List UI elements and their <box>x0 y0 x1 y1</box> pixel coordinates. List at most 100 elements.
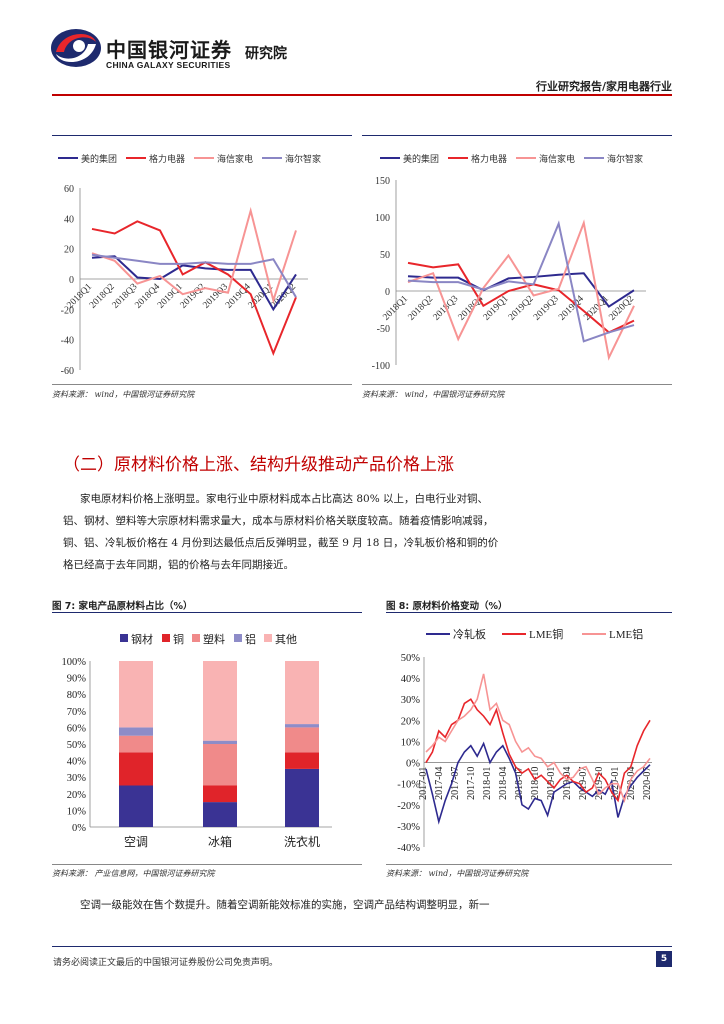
footer-rule <box>52 946 672 947</box>
x-tick-label: 2018-04 <box>498 767 509 800</box>
bar-segment <box>285 768 319 827</box>
paragraph-2: 空调一级能效在售个数提升。随着空调新能效标准的实施，空调产品结构调整明显，新一 <box>80 899 490 911</box>
y-tick-label: 10% <box>401 737 421 748</box>
bar-segment <box>119 661 153 728</box>
legend-label: 钢材 <box>131 632 153 646</box>
series-line-3 <box>407 220 635 343</box>
page-number: 5 <box>656 951 672 967</box>
legend-swatch <box>234 634 242 642</box>
y-tick-label: -100 <box>372 361 390 372</box>
legend-swatch <box>120 634 128 642</box>
bar-segment <box>203 802 237 827</box>
legend-swatch <box>264 634 272 642</box>
legend-swatch <box>162 634 170 642</box>
y-tick-label: 20 <box>64 245 74 256</box>
series-line-2 <box>425 673 651 804</box>
figure-7-rule <box>52 864 362 865</box>
bar-segment <box>203 785 237 803</box>
bar-segment <box>119 752 153 786</box>
bar-segment <box>119 785 153 827</box>
y-tick-label: 100% <box>62 657 87 668</box>
series-line-0 <box>425 741 651 825</box>
section-title: （二）原材料价格上涨、结构升级推动产品价格上涨 <box>63 455 454 475</box>
x-tick-label: 2018Q2 <box>407 294 436 323</box>
legend-label: 格力电器 <box>149 153 185 164</box>
y-tick-label: 90% <box>67 674 87 685</box>
legend-label: 塑料 <box>203 632 225 646</box>
logo-text-cn: 中国银河证券 <box>106 38 232 62</box>
legend-label: LME铜 <box>529 627 563 641</box>
galaxy-logo-icon <box>51 29 101 67</box>
source-note-2: 资料来源： wind，中国银河证券研究院 <box>362 390 505 399</box>
chart-2-frame: 美的集团 格力电器 海信家电 海尔智家 -100 -50 0 50 100 150 2018Q1 20… <box>362 135 672 384</box>
y-tick-label: 50 <box>380 250 390 261</box>
figure-7-top-rule <box>52 612 362 613</box>
y-tick-label: 10% <box>67 806 87 817</box>
x-tick-label: 2018-07 <box>514 767 525 800</box>
y-tick-label: -50 <box>377 324 390 335</box>
y-tick-label: 70% <box>67 707 87 718</box>
x-tick-label: 2019Q2 <box>507 294 536 323</box>
y-tick-label: 30% <box>401 695 421 706</box>
footer-disclaimer: 请务必阅读正文最后的中国银河证券股份公司免责声明。 <box>53 958 279 968</box>
y-tick-label: 40 <box>64 214 74 225</box>
series-line-1 <box>407 261 635 334</box>
x-tick-label: 洗衣机 <box>284 834 320 849</box>
y-tick-label: 0% <box>406 759 420 770</box>
x-tick-label: 2018-01 <box>482 767 493 800</box>
y-tick-label: 80% <box>67 690 87 701</box>
source-note-4: 资料来源： wind，中国银河证券研究院 <box>386 869 529 878</box>
bar-segment <box>119 735 153 753</box>
y-tick-label: 20% <box>67 790 87 801</box>
figure-8-top-rule <box>386 612 672 613</box>
y-tick-label: 0 <box>385 287 390 298</box>
y-tick-label: 100 <box>375 213 390 224</box>
chart-3: 钢材 铜 塑料 铝 其他 0% 10% 20% 30% 40% 50% 60% 70% 80% 90% 100… <box>62 632 332 849</box>
figure-8-rule <box>386 864 672 865</box>
bar-segment <box>285 724 319 728</box>
legend-label: 其他 <box>275 633 297 646</box>
logo <box>48 24 308 80</box>
source-note-3: 资料来源： 产业信息网，中国银河证券研究院 <box>52 869 215 878</box>
y-tick-label: -40% <box>397 843 420 854</box>
chart-4: 冷轧板 LME铜 LME铝 -40% -30% -20% -10% 0% 10% 20% 30% 40… <box>397 627 653 854</box>
legend-label: 铜 <box>173 632 184 646</box>
legend-label: 铝 <box>245 632 256 646</box>
series-line-0 <box>91 255 297 312</box>
x-tick-label: 2017-10 <box>466 767 477 800</box>
paragraph-line-3: 铜、铝、冷轧板价格在 4 月份到达最低点后反弹明显，截至 9 月 18 日，冷轧… <box>63 537 499 549</box>
chart-1-rule <box>52 384 352 385</box>
x-tick-label: 2019-10 <box>594 767 605 800</box>
legend-label: 海尔智家 <box>607 153 643 164</box>
y-tick-label: 0% <box>72 823 86 834</box>
bar-segment <box>203 740 237 744</box>
legend-label: 冷轧板 <box>453 627 486 641</box>
y-tick-label: 30% <box>67 773 87 784</box>
x-tick-label: 2020-07 <box>642 767 653 800</box>
y-tick-label: -30% <box>397 822 420 833</box>
legend-label: 美的集团 <box>403 153 439 164</box>
y-tick-label: 60 <box>64 184 74 195</box>
legend-label: 美的集团 <box>81 153 117 164</box>
series-line-1 <box>425 698 651 803</box>
x-tick-label: 2019Q3 <box>532 294 561 323</box>
y-tick-label: -10% <box>397 780 420 791</box>
legend-label: 海信家电 <box>539 153 575 164</box>
y-tick-label: 150 <box>375 176 390 187</box>
y-tick-label: 0 <box>69 275 74 286</box>
paragraph-line-4: 格已经高于去年同期，铝的价格与去年同期接近。 <box>63 559 294 571</box>
chart-1-frame: 美的集团 格力电器 海信家电 海尔智家 -60 -40 -20 0 20 40 60 2018Q1 20… <box>52 135 352 384</box>
y-tick-label: -40 <box>61 336 74 347</box>
x-tick-label: 2019-07 <box>578 767 589 800</box>
y-tick-label: 50% <box>67 740 87 751</box>
y-tick-label: 20% <box>401 716 421 727</box>
logo-text-en: CHINA GALAXY SECURITIES <box>106 60 231 70</box>
y-tick-label: -60 <box>61 366 74 377</box>
bar-segment <box>119 727 153 736</box>
x-tick-label: 2017-07 <box>450 767 461 800</box>
chart-1: 美的集团 格力电器 海信家电 海尔智家-60-40-2002040602018Q120… <box>58 153 321 377</box>
legend-label: 格力电器 <box>471 153 507 164</box>
legend-label: 海尔智家 <box>285 153 321 164</box>
series-line-2 <box>91 206 297 304</box>
x-tick-label: 空调 <box>124 835 148 849</box>
